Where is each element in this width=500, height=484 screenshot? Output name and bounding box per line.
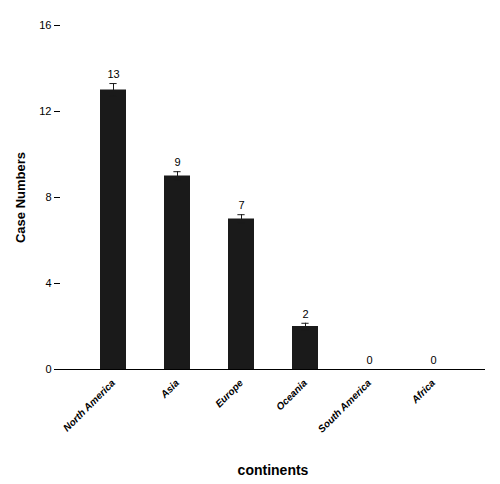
svg-text:Europe: Europe	[213, 377, 245, 409]
svg-text:16: 16	[39, 19, 51, 31]
svg-text:North America: North America	[61, 377, 118, 434]
svg-text:4: 4	[45, 277, 51, 289]
svg-text:0: 0	[45, 363, 51, 375]
svg-text:Case Numbers: Case Numbers	[13, 152, 28, 243]
svg-text:0: 0	[366, 354, 372, 366]
svg-text:2: 2	[302, 308, 308, 320]
svg-text:12: 12	[39, 105, 51, 117]
svg-text:8: 8	[45, 191, 51, 203]
svg-text:South America: South America	[316, 377, 374, 435]
svg-text:Asia: Asia	[158, 377, 182, 401]
svg-text:7: 7	[238, 199, 244, 211]
svg-text:Oceania: Oceania	[274, 377, 310, 413]
svg-text:9: 9	[174, 156, 180, 168]
svg-text:Africa: Africa	[409, 377, 438, 406]
svg-text:continents: continents	[238, 462, 309, 478]
svg-text:13: 13	[107, 68, 119, 80]
svg-text:0: 0	[430, 354, 436, 366]
